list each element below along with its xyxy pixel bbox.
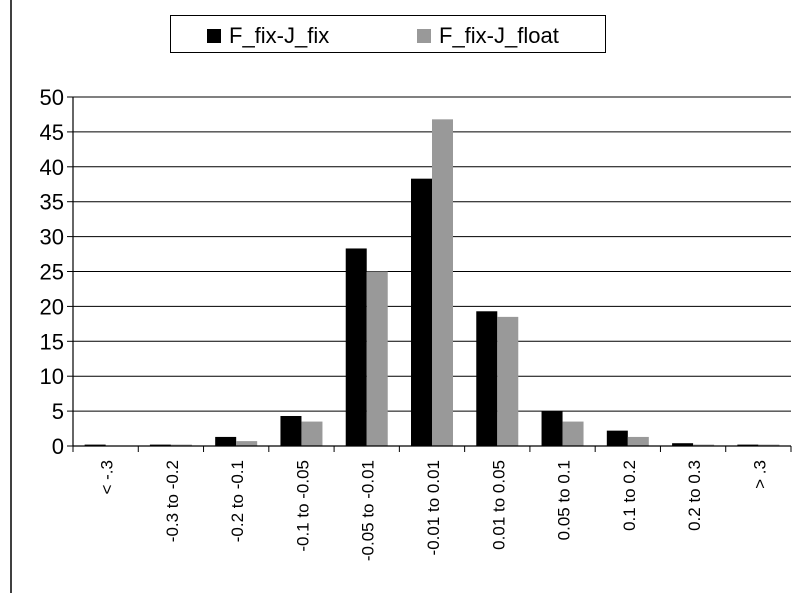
legend-label-series-1: F_fix-J_fix [229, 23, 330, 48]
legend-item-series-1: F_fix-J_fix [207, 23, 329, 49]
bar-series-2 [562, 421, 584, 446]
x-tick-label: -0.05 to -0.01 [359, 460, 378, 561]
y-tick-label: 25 [40, 260, 64, 285]
x-tick-label: -0.1 to -0.05 [293, 460, 312, 552]
x-tick-labels: < -.3 -0.3 to -0.2 -0.2 to -0.1 -0.1 to -0.… [98, 460, 770, 561]
legend: F_fix-J_fix F_fix-J_float [170, 15, 606, 53]
axes [67, 96, 792, 452]
bar-series-1 [672, 443, 694, 446]
bar-series-2 [758, 444, 780, 446]
x-tick-label: 0.01 to 0.05 [489, 460, 508, 550]
bar-series-2 [497, 316, 519, 446]
bar-series-2 [693, 444, 715, 446]
bar-series-1 [215, 436, 237, 446]
bars [84, 119, 780, 446]
bar-series-1 [541, 411, 563, 446]
bar-series-2 [627, 436, 649, 446]
y-tick-label: 35 [40, 190, 64, 215]
x-tick-label: -0.2 to -0.1 [228, 460, 247, 542]
x-tick-label: < -.3 [98, 460, 117, 495]
legend-swatch-series-1 [207, 29, 221, 43]
y-tick-label: 15 [40, 329, 64, 354]
bar-series-1 [345, 248, 367, 446]
x-tick-label: > .3 [750, 460, 769, 489]
bar-series-2 [301, 421, 323, 446]
x-tick-label: 0.05 to 0.1 [555, 460, 574, 540]
y-tick-label: 10 [40, 364, 64, 389]
y-tick-label: 0 [52, 434, 64, 459]
x-tick-label: -0.01 to 0.01 [424, 460, 443, 555]
x-tick-label: 0.1 to 0.2 [620, 460, 639, 531]
bar-series-1 [606, 430, 628, 446]
y-tick-label: 40 [40, 155, 64, 180]
y-tick-label: 20 [40, 294, 64, 319]
y-tick-label: 30 [40, 225, 64, 250]
legend-label-series-2: F_fix-J_float [439, 23, 559, 48]
y-tick-labels: 0 5 10 15 20 25 30 35 40 45 50 [40, 85, 64, 459]
bar-series-2 [170, 444, 192, 446]
bar-series-1 [84, 444, 106, 446]
y-tick-label: 45 [40, 120, 64, 145]
bar-series-1 [476, 311, 498, 446]
bar-series-1 [737, 444, 759, 446]
bar-series-1 [149, 444, 171, 446]
bar-series-1 [280, 415, 302, 446]
bar-series-2 [366, 271, 388, 446]
bar-series-2 [236, 441, 258, 446]
legend-item-series-2: F_fix-J_float [417, 23, 559, 49]
bar-series-2 [432, 119, 453, 446]
bar-series-1 [411, 178, 432, 446]
y-tick-label: 5 [52, 399, 64, 424]
x-tick-label: 0.2 to 0.3 [685, 460, 704, 531]
legend-swatch-series-2 [417, 29, 431, 43]
x-tick-label: -0.3 to -0.2 [163, 460, 182, 542]
y-tick-label: 50 [40, 85, 64, 110]
